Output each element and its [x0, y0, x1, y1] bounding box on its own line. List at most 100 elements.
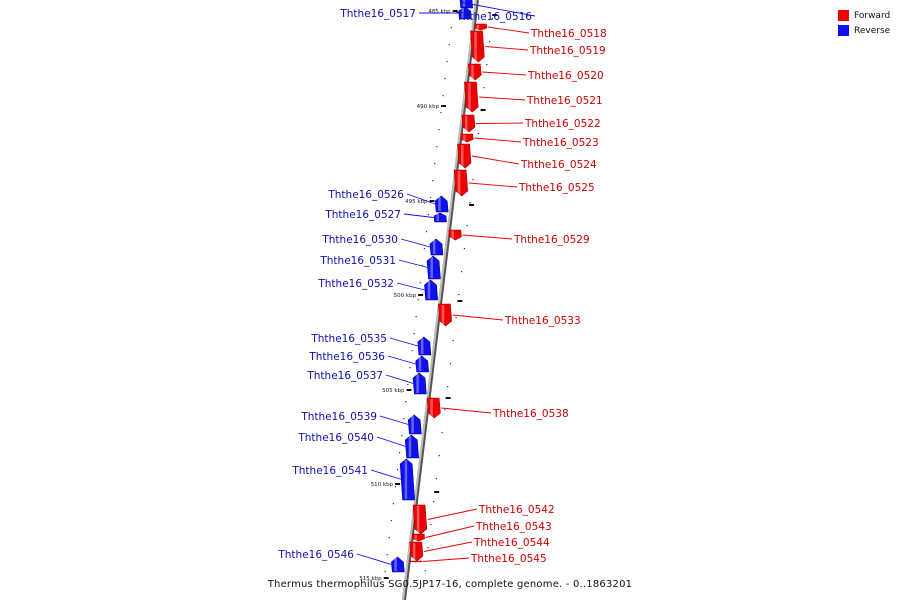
- minor-tick: [477, 133, 480, 135]
- gene-label-Ththe16_0531[interactable]: Ththe16_0531: [319, 255, 396, 267]
- minor-tick: [432, 180, 434, 182]
- gene-arrow-Ththe16_0517[interactable]: [458, 6, 472, 20]
- gene-label-Ththe16_0544[interactable]: Ththe16_0544: [473, 537, 550, 549]
- gene-label-Ththe16_0535[interactable]: Ththe16_0535: [310, 333, 387, 345]
- gene-arrow-Ththe16_0530[interactable]: [429, 238, 444, 256]
- gene-label-Ththe16_0533[interactable]: Ththe16_0533: [504, 315, 581, 327]
- tick-label: 500 kbp: [394, 293, 417, 299]
- gene-arrow-Ththe16_0543[interactable]: [411, 533, 425, 542]
- minor-tick: [436, 146, 438, 148]
- gene-label-Ththe16_0523[interactable]: Ththe16_0523: [522, 137, 599, 149]
- gene-arrow-Ththe16_0526[interactable]: [434, 195, 449, 213]
- gene-arrow-Ththe16_0521[interactable]: [464, 81, 479, 113]
- minor-tick: [401, 435, 403, 437]
- gene-arrow-Ththe16_0516[interactable]: [459, 0, 474, 9]
- gene-arrow-Ththe16_0537[interactable]: [412, 372, 427, 395]
- minor-tick: [433, 501, 435, 503]
- gene-label-Ththe16_0525[interactable]: Ththe16_0525: [518, 182, 595, 194]
- gene-arrow-Ththe16_0522[interactable]: [461, 114, 476, 133]
- gene-highlight: [462, 0, 466, 7]
- gene-label-Ththe16_0520[interactable]: Ththe16_0520: [527, 70, 604, 82]
- gene-arrow-Ththe16_0532[interactable]: [424, 279, 439, 301]
- gene-label-Ththe16_0529[interactable]: Ththe16_0529: [513, 234, 590, 246]
- forward-swatch: [838, 10, 849, 21]
- gene-label-Ththe16_0536[interactable]: Ththe16_0536: [308, 351, 385, 363]
- gene-arrow-Ththe16_0523[interactable]: [460, 133, 474, 143]
- gene-arrow-Ththe16_0529[interactable]: [448, 229, 462, 241]
- gene-leader-line: [403, 213, 434, 218]
- tick-label: 485 kbp: [428, 9, 451, 15]
- gene-highlight: [411, 416, 414, 433]
- gene-label-Ththe16_0540[interactable]: Ththe16_0540: [297, 432, 374, 444]
- gene-arrow-Ththe16_0541[interactable]: [399, 458, 415, 501]
- gene-label-Ththe16_0538[interactable]: Ththe16_0538: [492, 408, 569, 420]
- gene-leader-line: [427, 508, 478, 520]
- gene-label-Ththe16_0521[interactable]: Ththe16_0521: [526, 95, 603, 107]
- gene-label-Ththe16_0546[interactable]: Ththe16_0546: [277, 549, 354, 561]
- major-tick: [418, 294, 424, 296]
- gene-leader-line: [471, 155, 520, 165]
- minor-tick: [386, 554, 388, 556]
- gene-arrow-Ththe16_0525[interactable]: [453, 169, 469, 197]
- gene-label-Ththe16_0524[interactable]: Ththe16_0524: [520, 159, 597, 171]
- gene-leader-line: [459, 1, 536, 17]
- gene-label-Ththe16_0530[interactable]: Ththe16_0530: [321, 234, 398, 246]
- gene-label-Ththe16_0517[interactable]: Ththe16_0517: [339, 8, 416, 20]
- gene-highlight: [432, 240, 436, 254]
- gene-arrow-Ththe16_0524[interactable]: [457, 143, 472, 169]
- tick-label: 515 kbp: [359, 576, 382, 582]
- gene-label-Ththe16_0545[interactable]: Ththe16_0545: [470, 553, 547, 565]
- gene-arrow-Ththe16_0546[interactable]: [391, 556, 405, 573]
- major-tick: [429, 200, 435, 202]
- minor-tick: [441, 432, 443, 434]
- gene-arrow-Ththe16_0536[interactable]: [415, 355, 430, 373]
- gene-label-Ththe16_0543[interactable]: Ththe16_0543: [475, 521, 552, 533]
- gene-leader-line: [370, 469, 402, 480]
- gene-label-Ththe16_0518[interactable]: Ththe16_0518: [530, 28, 607, 40]
- gene-label-Ththe16_0527[interactable]: Ththe16_0527: [324, 209, 401, 221]
- gene-arrow-Ththe16_0527[interactable]: [433, 212, 447, 223]
- gene-arrow-Ththe16_0544[interactable]: [409, 541, 424, 562]
- gene-label-Ththe16_0537[interactable]: Ththe16_0537: [306, 370, 383, 382]
- gene-arrow-Ththe16_0542[interactable]: [412, 504, 428, 535]
- gene-label-Ththe16_0532[interactable]: Ththe16_0532: [317, 278, 394, 290]
- gene-leader-line: [425, 525, 475, 538]
- minor-tick: [449, 363, 452, 365]
- gene-arrow-Ththe16_0531[interactable]: [426, 255, 441, 280]
- gene-arrow-Ththe16_0533[interactable]: [438, 303, 452, 327]
- gene-arrow-Ththe16_0538[interactable]: [426, 397, 441, 419]
- gene-label-Ththe16_0516[interactable]: Ththe16_0516: [455, 11, 532, 23]
- major-tick: [441, 105, 447, 107]
- gene-arrow-Ththe16_0520[interactable]: [467, 63, 482, 81]
- minor-tick: [390, 520, 392, 522]
- minor-tick: [430, 197, 432, 199]
- gene-arrow-Ththe16_0518[interactable]: [474, 23, 488, 31]
- minor-tick: [425, 231, 428, 233]
- gene-arrow-Ththe16_0539[interactable]: [407, 414, 422, 435]
- gene-leader-line: [475, 122, 524, 124]
- gene-arrow-Ththe16_0545[interactable]: [409, 560, 423, 563]
- minor-tick: [384, 571, 386, 573]
- gene-label-Ththe16_0539[interactable]: Ththe16_0539: [300, 411, 377, 423]
- gene-leader-line: [468, 182, 518, 188]
- gene-label-Ththe16_0526[interactable]: Ththe16_0526: [327, 189, 404, 201]
- minor-tick: [394, 486, 397, 488]
- minor-tick: [413, 333, 415, 335]
- minor-tick: [417, 299, 419, 301]
- gene-leader-line: [485, 46, 529, 51]
- gene-label-Ththe16_0541[interactable]: Ththe16_0541: [291, 465, 368, 477]
- gene-leader-line: [379, 415, 409, 425]
- gene-arrow-Ththe16_0540[interactable]: [404, 434, 420, 459]
- gene-label-Ththe16_0522[interactable]: Ththe16_0522: [524, 118, 601, 130]
- gene-leader-line: [479, 96, 526, 101]
- genome-axis: [402, 0, 477, 600]
- legend-label-forward: Forward: [854, 10, 891, 21]
- gene-label-Ththe16_0542[interactable]: Ththe16_0542: [478, 504, 555, 516]
- gene-highlight: [430, 399, 433, 417]
- minor-tick: [424, 570, 426, 572]
- gene-arrow-Ththe16_0535[interactable]: [417, 336, 432, 356]
- gene-label-Ththe16_0519[interactable]: Ththe16_0519: [529, 45, 606, 57]
- gene-arrow-Ththe16_0519[interactable]: [470, 30, 485, 63]
- minor-tick: [409, 367, 411, 369]
- gene-highlight: [404, 460, 408, 499]
